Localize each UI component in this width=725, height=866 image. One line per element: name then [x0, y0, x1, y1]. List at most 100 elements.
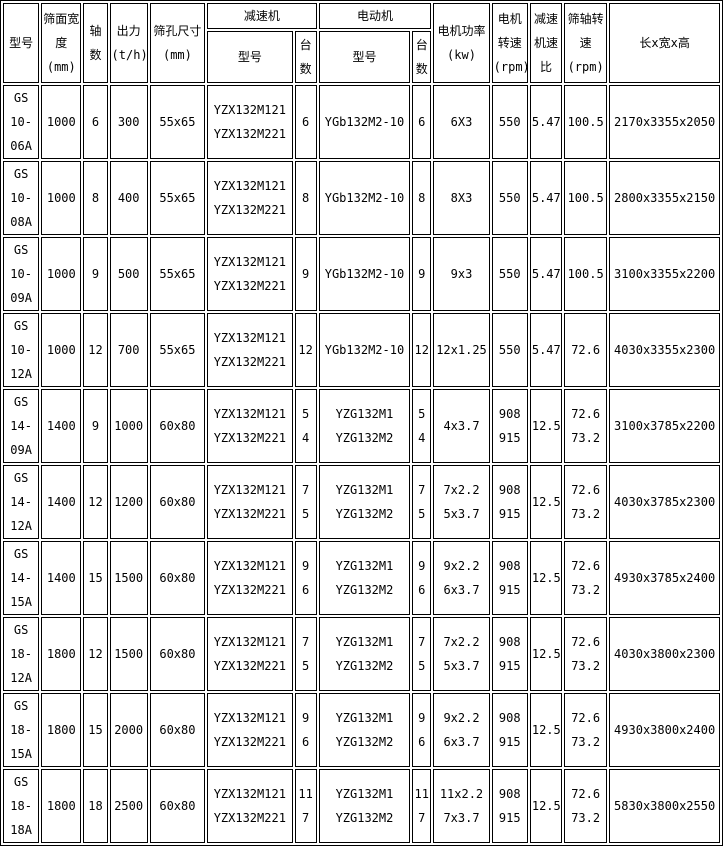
- cell-shaft-count: 9: [83, 237, 108, 311]
- header-reducer-ratio: 减速机速比: [529, 3, 563, 83]
- cell-screen-width: 1800: [41, 769, 82, 843]
- cell-motor-model: YZG132M1 YZG132M2: [318, 693, 411, 767]
- cell-motor-speed: 550: [491, 85, 528, 159]
- cell-reducer-model: YZX132M121 YZX132M221: [207, 237, 293, 311]
- cell-output: 1000: [109, 389, 148, 463]
- cell-motor-power: 9x2.2 6x3.7: [433, 693, 490, 767]
- cell-dimensions: 4930x3800x2400: [609, 693, 720, 767]
- spec-table: 型号 筛面宽度(mm) 轴数 出力(t/h) 筛孔尺寸(mm) 减速机 电动机 …: [0, 0, 723, 846]
- cell-shaft-count: 12: [83, 313, 108, 387]
- cell-motor-power: 7x2.2 5x3.7: [433, 617, 490, 691]
- cell-screen-width: 1000: [41, 161, 82, 235]
- cell-hole-size: 55x65: [149, 313, 206, 387]
- header-motor-model: 型号: [318, 31, 411, 83]
- cell-reducer-qty: 12: [294, 313, 317, 387]
- cell-reducer-qty: 7 5: [294, 465, 317, 539]
- cell-reducer-model: YZX132M121 YZX132M221: [207, 465, 293, 539]
- cell-reducer-qty: 5 4: [294, 389, 317, 463]
- table-row: GS 18- 15A 1800 15 2000 60x80 YZX132M121…: [3, 693, 720, 767]
- cell-dimensions: 4030x3355x2300: [609, 313, 720, 387]
- cell-shaft-speed: 100.5: [564, 161, 608, 235]
- cell-model: GS 18- 18A: [3, 769, 40, 843]
- cell-shaft-speed: 72.6: [564, 313, 608, 387]
- cell-hole-size: 55x65: [149, 85, 206, 159]
- cell-model: GS 14- 12A: [3, 465, 40, 539]
- cell-shaft-count: 15: [83, 693, 108, 767]
- cell-reducer-qty: 9 6: [294, 541, 317, 615]
- header-model: 型号: [3, 3, 40, 83]
- cell-dimensions: 3100x3785x2200: [609, 389, 720, 463]
- cell-reducer-ratio: 12.5: [529, 769, 563, 843]
- cell-reducer-qty: 6: [294, 85, 317, 159]
- cell-hole-size: 60x80: [149, 617, 206, 691]
- cell-hole-size: 60x80: [149, 693, 206, 767]
- header-motor-speed: 电机转速(rpm): [491, 3, 528, 83]
- cell-motor-speed: 908 915: [491, 769, 528, 843]
- cell-motor-qty: 7 5: [412, 465, 432, 539]
- cell-reducer-model: YZX132M121 YZX132M221: [207, 541, 293, 615]
- cell-motor-model: YGb132M2-10: [318, 313, 411, 387]
- header-screen-width: 筛面宽度(mm): [41, 3, 82, 83]
- table-body: GS 10- 06A 1000 6 300 55x65 YZX132M121 Y…: [3, 85, 720, 843]
- cell-output: 500: [109, 237, 148, 311]
- cell-shaft-count: 12: [83, 465, 108, 539]
- header-dimensions: 长x宽x高: [609, 3, 720, 83]
- cell-motor-power: 12x1.25: [433, 313, 490, 387]
- cell-dimensions: 2800x3355x2150: [609, 161, 720, 235]
- cell-output: 2000: [109, 693, 148, 767]
- header-row-1: 型号 筛面宽度(mm) 轴数 出力(t/h) 筛孔尺寸(mm) 减速机 电动机 …: [3, 3, 720, 83]
- cell-motor-model: YZG132M1 YZG132M2: [318, 541, 411, 615]
- cell-reducer-model: YZX132M121 YZX132M221: [207, 313, 293, 387]
- header-output: 出力(t/h): [109, 3, 148, 83]
- cell-motor-speed: 550: [491, 161, 528, 235]
- cell-reducer-model: YZX132M121 YZX132M221: [207, 769, 293, 843]
- cell-reducer-ratio: 12.5: [529, 541, 563, 615]
- cell-motor-speed: 908 915: [491, 465, 528, 539]
- cell-motor-speed: 550: [491, 313, 528, 387]
- cell-motor-power: 9x3: [433, 237, 490, 311]
- cell-shaft-count: 15: [83, 541, 108, 615]
- cell-hole-size: 55x65: [149, 161, 206, 235]
- cell-motor-power: 7x2.2 5x3.7: [433, 465, 490, 539]
- cell-screen-width: 1400: [41, 389, 82, 463]
- cell-reducer-ratio: 12.5: [529, 465, 563, 539]
- cell-output: 1500: [109, 617, 148, 691]
- cell-output: 700: [109, 313, 148, 387]
- cell-model: GS 18- 15A: [3, 693, 40, 767]
- cell-model: GS 18- 12A: [3, 617, 40, 691]
- table-row: GS 14- 15A 1400 15 1500 60x80 YZX132M121…: [3, 541, 720, 615]
- cell-shaft-speed: 72.6 73.2: [564, 769, 608, 843]
- header-reducer-qty: 台数: [294, 31, 317, 83]
- cell-dimensions: 4030x3785x2300: [609, 465, 720, 539]
- cell-screen-width: 1000: [41, 313, 82, 387]
- cell-hole-size: 60x80: [149, 541, 206, 615]
- table-row: GS 10- 09A 1000 9 500 55x65 YZX132M121 Y…: [3, 237, 720, 311]
- cell-motor-qty: 9 6: [412, 541, 432, 615]
- cell-motor-model: YZG132M1 YZG132M2: [318, 617, 411, 691]
- header-row-2: 型号 台数 型号 台数: [3, 31, 720, 83]
- cell-reducer-model: YZX132M121 YZX132M221: [207, 617, 293, 691]
- cell-output: 1500: [109, 541, 148, 615]
- cell-output: 300: [109, 85, 148, 159]
- cell-motor-qty: 11 7: [412, 769, 432, 843]
- cell-output: 400: [109, 161, 148, 235]
- cell-output: 2500: [109, 769, 148, 843]
- cell-hole-size: 60x80: [149, 389, 206, 463]
- cell-motor-qty: 9 6: [412, 693, 432, 767]
- cell-motor-speed: 908 915: [491, 693, 528, 767]
- cell-output: 1200: [109, 465, 148, 539]
- cell-screen-width: 1000: [41, 237, 82, 311]
- cell-reducer-qty: 8: [294, 161, 317, 235]
- header-shaft-speed: 筛轴转速(rpm): [564, 3, 608, 83]
- table-header: 型号 筛面宽度(mm) 轴数 出力(t/h) 筛孔尺寸(mm) 减速机 电动机 …: [3, 3, 720, 83]
- cell-reducer-qty: 9 6: [294, 693, 317, 767]
- cell-motor-model: YZG132M1 YZG132M2: [318, 389, 411, 463]
- table-row: GS 10- 12A 1000 12 700 55x65 YZX132M121 …: [3, 313, 720, 387]
- cell-reducer-ratio: 12.5: [529, 617, 563, 691]
- cell-reducer-ratio: 12.5: [529, 389, 563, 463]
- cell-model: GS 10- 12A: [3, 313, 40, 387]
- cell-screen-width: 1000: [41, 85, 82, 159]
- cell-motor-speed: 908 915: [491, 389, 528, 463]
- header-reducer-group: 减速机: [207, 3, 317, 29]
- cell-shaft-speed: 72.6 73.2: [564, 541, 608, 615]
